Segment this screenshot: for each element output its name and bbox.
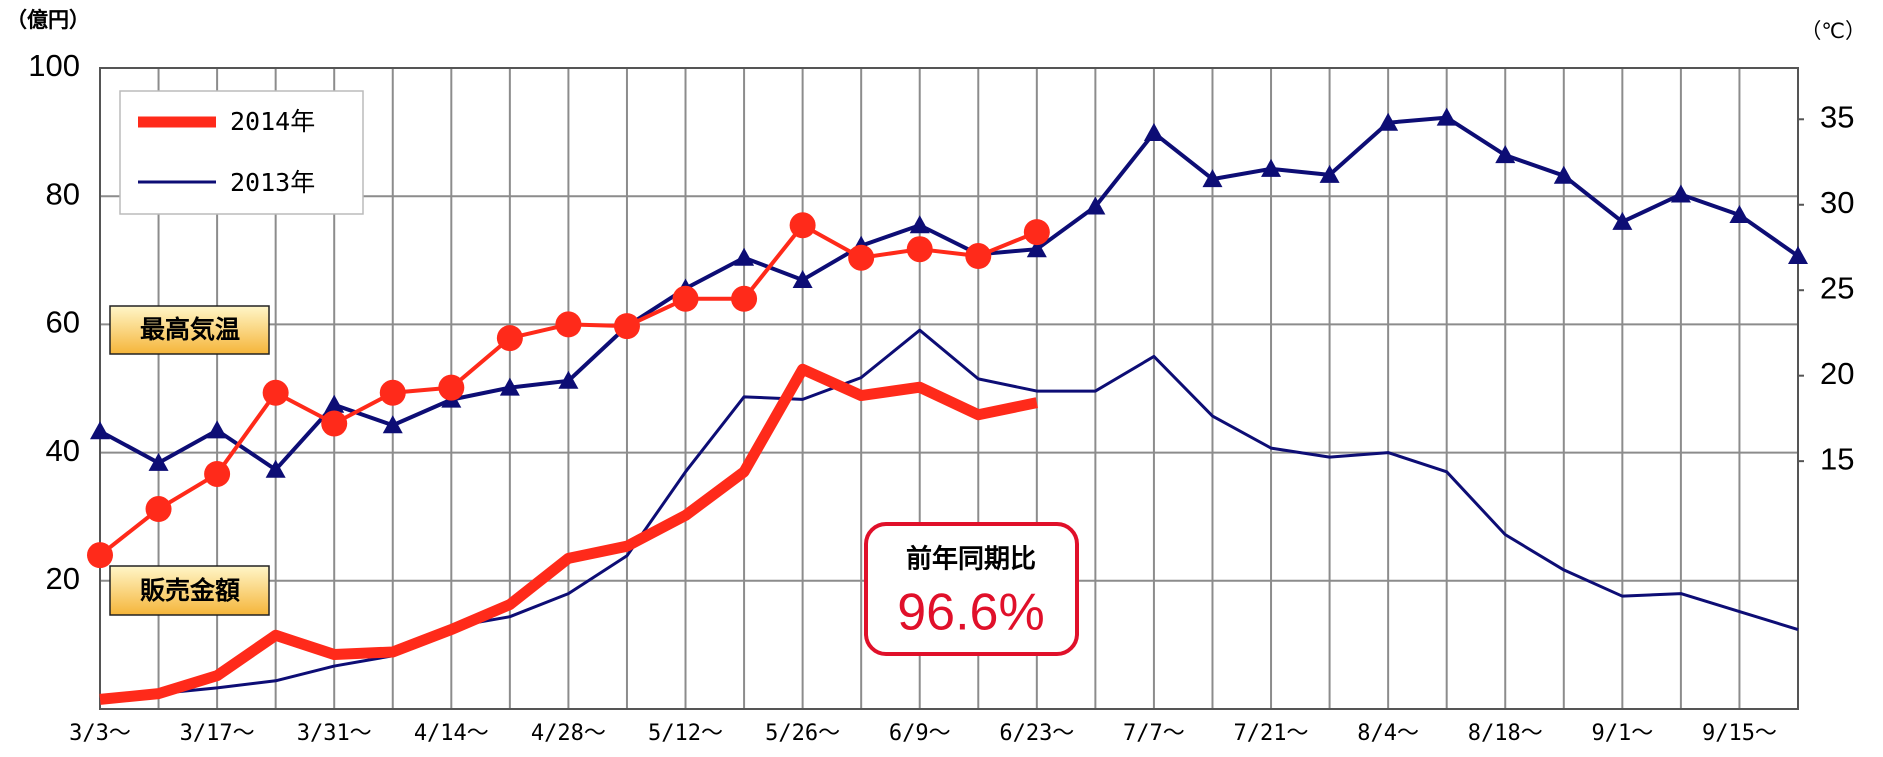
marker: [87, 542, 113, 569]
marker: [148, 452, 169, 471]
marker: [909, 215, 930, 234]
y-tick-label: 20: [46, 561, 80, 596]
y2-tick-label: 20: [1820, 356, 1854, 391]
y2-tick-label: 30: [1820, 185, 1854, 220]
x-tick-label: 3/31〜: [297, 721, 372, 746]
y-tick-label: 100: [28, 48, 80, 83]
annotation: 前年同期比: [906, 544, 1036, 575]
marker: [1143, 122, 1164, 141]
marker: [1261, 158, 1282, 177]
marker: [1378, 112, 1399, 131]
marker: [558, 370, 579, 389]
legend-box: [119, 90, 364, 215]
marker: [789, 212, 816, 239]
annotation: 最高気温: [140, 315, 240, 344]
x-tick-label: 4/28〜: [531, 721, 606, 746]
marker: [496, 325, 523, 352]
x-tick-label: 6/9〜: [889, 721, 951, 746]
x-tick-label: 5/12〜: [648, 721, 723, 746]
y2-axis-label: （℃）: [1800, 19, 1866, 43]
legend: 2014年 2013年: [119, 90, 364, 215]
marker: [324, 394, 345, 413]
x-tick-label: 7/21〜: [1234, 721, 1309, 746]
marker: [265, 459, 286, 478]
marker: [731, 285, 758, 312]
y-tick-label: 40: [46, 433, 80, 468]
x-tick-label: 3/3〜: [69, 721, 131, 746]
y-axis-label: （億円）: [6, 8, 90, 32]
marker: [672, 285, 699, 312]
x-tick-label: 5/26〜: [765, 721, 840, 746]
marker: [1436, 107, 1457, 126]
y2-tick-label: 25: [1820, 270, 1854, 305]
marker: [1085, 196, 1106, 215]
annotation: 96.6%: [897, 584, 1044, 642]
marker: [1202, 169, 1223, 188]
annotation-box: [109, 305, 270, 355]
x-tick-label: 3/17〜: [180, 721, 255, 746]
marker: [1788, 246, 1808, 265]
plot-frame: [99, 67, 1799, 710]
x-tick-label: 7/7〜: [1123, 721, 1185, 746]
y2-tick-label: 15: [1820, 441, 1854, 476]
x-tick-label: 8/18〜: [1468, 721, 1543, 746]
marker: [1023, 219, 1050, 246]
marker: [262, 379, 289, 406]
annotation-box: [864, 522, 1079, 656]
marker: [1729, 205, 1750, 224]
x-tick-label: 9/15〜: [1702, 721, 1777, 746]
marker: [1319, 164, 1340, 183]
marker: [848, 244, 875, 271]
marker: [965, 243, 992, 270]
marker: [1026, 239, 1047, 258]
legend-label: 2014年: [230, 107, 315, 136]
marker: [438, 374, 465, 401]
marker: [613, 313, 640, 340]
marker: [207, 420, 228, 439]
x-tick-label: 8/4〜: [1357, 721, 1419, 746]
y-tick-label: 60: [46, 305, 80, 340]
marker: [379, 379, 406, 406]
marker: [906, 236, 933, 263]
marker: [499, 377, 520, 396]
sales-line: [99, 363, 1038, 705]
series: [87, 107, 1808, 705]
x-tick-label: 6/23〜: [999, 721, 1074, 746]
marker: [1670, 184, 1691, 203]
y2-tick-label: 35: [1820, 99, 1854, 134]
marker: [90, 421, 110, 440]
marker: [321, 410, 348, 437]
marker: [555, 311, 582, 338]
marker: [145, 496, 172, 523]
marker: [792, 269, 813, 288]
marker: [204, 460, 231, 487]
marker: [382, 415, 403, 434]
marker: [1495, 145, 1516, 164]
x-tick-label: 9/1〜: [1591, 721, 1653, 746]
y-tick-label: 80: [46, 176, 80, 211]
legend-label: 2013年: [230, 168, 315, 197]
temperature-line: [99, 115, 1800, 472]
marker: [734, 247, 755, 266]
annotation-box: [109, 565, 270, 616]
annotation: 販売金額: [140, 576, 240, 605]
x-tick-label: 4/14〜: [414, 721, 489, 746]
marker: [1612, 211, 1633, 230]
marker: [1553, 165, 1574, 184]
